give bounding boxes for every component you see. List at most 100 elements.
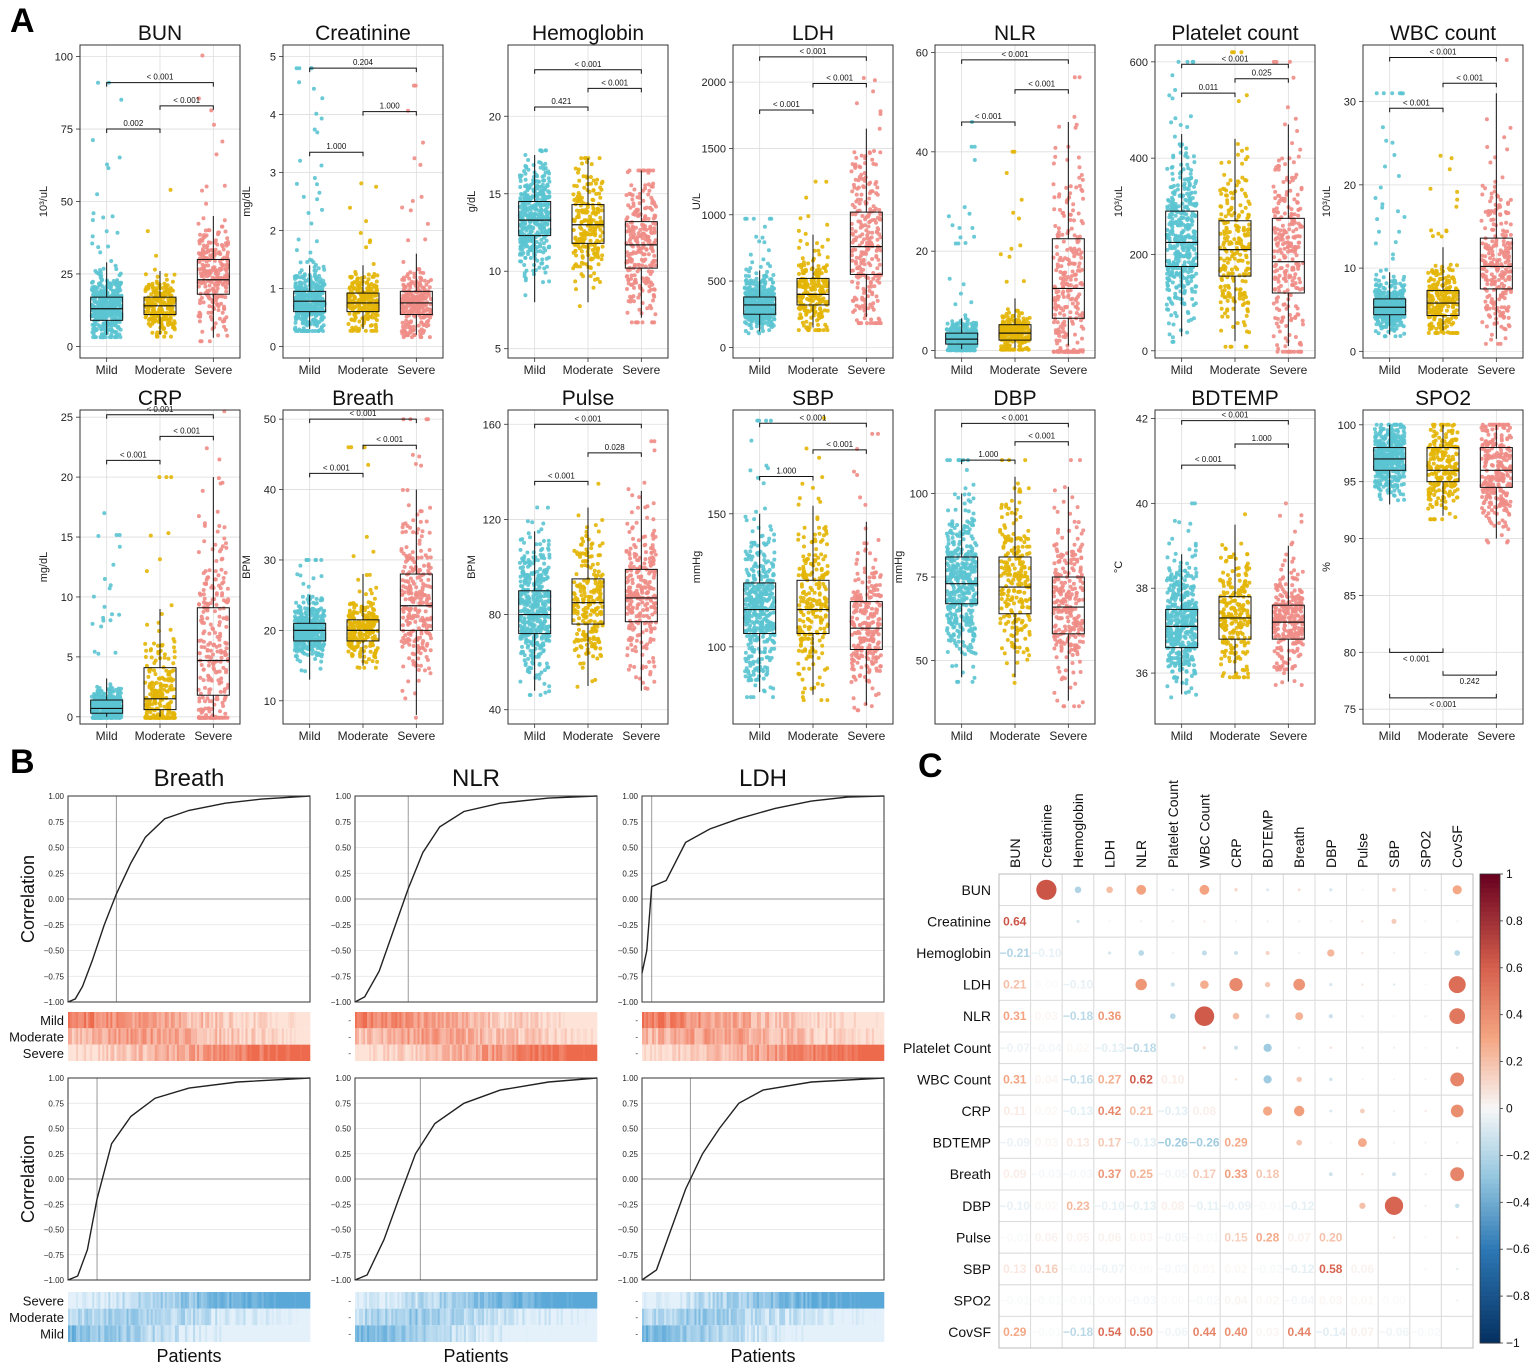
data-point (963, 241, 968, 245)
data-point (874, 294, 879, 299)
data-point (877, 126, 882, 131)
data-point (625, 287, 629, 291)
data-point (651, 293, 656, 297)
data-point (768, 277, 773, 282)
data-point (369, 323, 374, 328)
data-point (350, 325, 355, 330)
data-point (352, 294, 357, 299)
data-point (858, 234, 862, 239)
data-point (625, 310, 630, 315)
data-point (539, 261, 544, 266)
data-point (98, 270, 103, 275)
data-point (196, 221, 201, 226)
data-point (1007, 310, 1011, 315)
data-point (1063, 270, 1068, 275)
data-point (850, 189, 855, 194)
data-point (815, 241, 819, 246)
data-point (543, 148, 548, 153)
data-point (422, 303, 427, 308)
data-point (542, 221, 547, 225)
data-point (319, 325, 324, 330)
data-point (1058, 207, 1062, 212)
data-point (640, 263, 645, 268)
data-point (1052, 296, 1057, 300)
data-point (1080, 221, 1085, 226)
data-point (537, 225, 542, 230)
data-point (528, 238, 533, 242)
data-point (861, 177, 866, 181)
data-point (297, 327, 302, 332)
data-point (629, 183, 634, 188)
data-point (771, 280, 775, 285)
data-point (859, 153, 864, 158)
data-point (220, 244, 225, 249)
data-point (1079, 318, 1083, 323)
data-point (866, 224, 871, 229)
data-point (532, 263, 537, 267)
data-point (113, 263, 118, 268)
data-point (972, 144, 977, 149)
data-point (950, 223, 955, 228)
data-point (152, 267, 157, 272)
data-point (222, 319, 227, 324)
data-point (163, 330, 168, 335)
data-point (528, 182, 533, 187)
data-point (92, 323, 96, 328)
data-point (522, 206, 527, 210)
data-point (750, 298, 754, 303)
data-point (948, 345, 953, 350)
data-point (294, 181, 299, 186)
data-point (225, 333, 230, 338)
data-point (1073, 277, 1078, 282)
data-point (197, 241, 202, 246)
data-point (972, 158, 977, 162)
data-point (863, 312, 868, 317)
data-point (406, 238, 411, 243)
data-point (156, 310, 161, 315)
data-point (870, 305, 875, 310)
data-point (205, 269, 210, 274)
data-point (1018, 344, 1023, 349)
data-point (92, 304, 97, 309)
data-point (97, 281, 102, 286)
data-point (1069, 226, 1074, 231)
p-value-label: 1.000 (326, 142, 347, 151)
data-point (90, 279, 95, 284)
data-point (1054, 338, 1059, 343)
y-tick-label: 0 (67, 341, 73, 353)
data-point (1080, 336, 1084, 341)
p-value-label: < 0.001 (773, 100, 800, 109)
data-point (646, 234, 651, 239)
data-point (597, 191, 602, 196)
data-point (539, 203, 544, 208)
data-point (405, 333, 410, 338)
data-point (547, 190, 552, 195)
data-point (314, 239, 319, 244)
data-point (807, 309, 812, 314)
data-point (1073, 298, 1078, 303)
data-point (1058, 330, 1063, 334)
data-point (371, 290, 376, 295)
data-point (817, 270, 821, 275)
data-point (640, 320, 645, 325)
data-point (518, 240, 523, 245)
data-point (166, 299, 171, 304)
data-point (1075, 340, 1080, 345)
data-point (1064, 349, 1069, 354)
data-point (311, 292, 316, 297)
data-point (800, 256, 805, 261)
x-tick-label: Mild (96, 363, 118, 377)
data-point (518, 247, 523, 251)
data-point (850, 279, 855, 284)
data-point (1055, 264, 1060, 269)
data-point (526, 158, 531, 162)
data-point (870, 230, 875, 235)
data-point (316, 320, 321, 325)
data-point (153, 315, 158, 320)
data-point (1065, 247, 1070, 252)
data-point (596, 246, 601, 251)
data-point (1051, 161, 1056, 166)
data-point (321, 264, 326, 269)
data-point (1070, 269, 1075, 274)
